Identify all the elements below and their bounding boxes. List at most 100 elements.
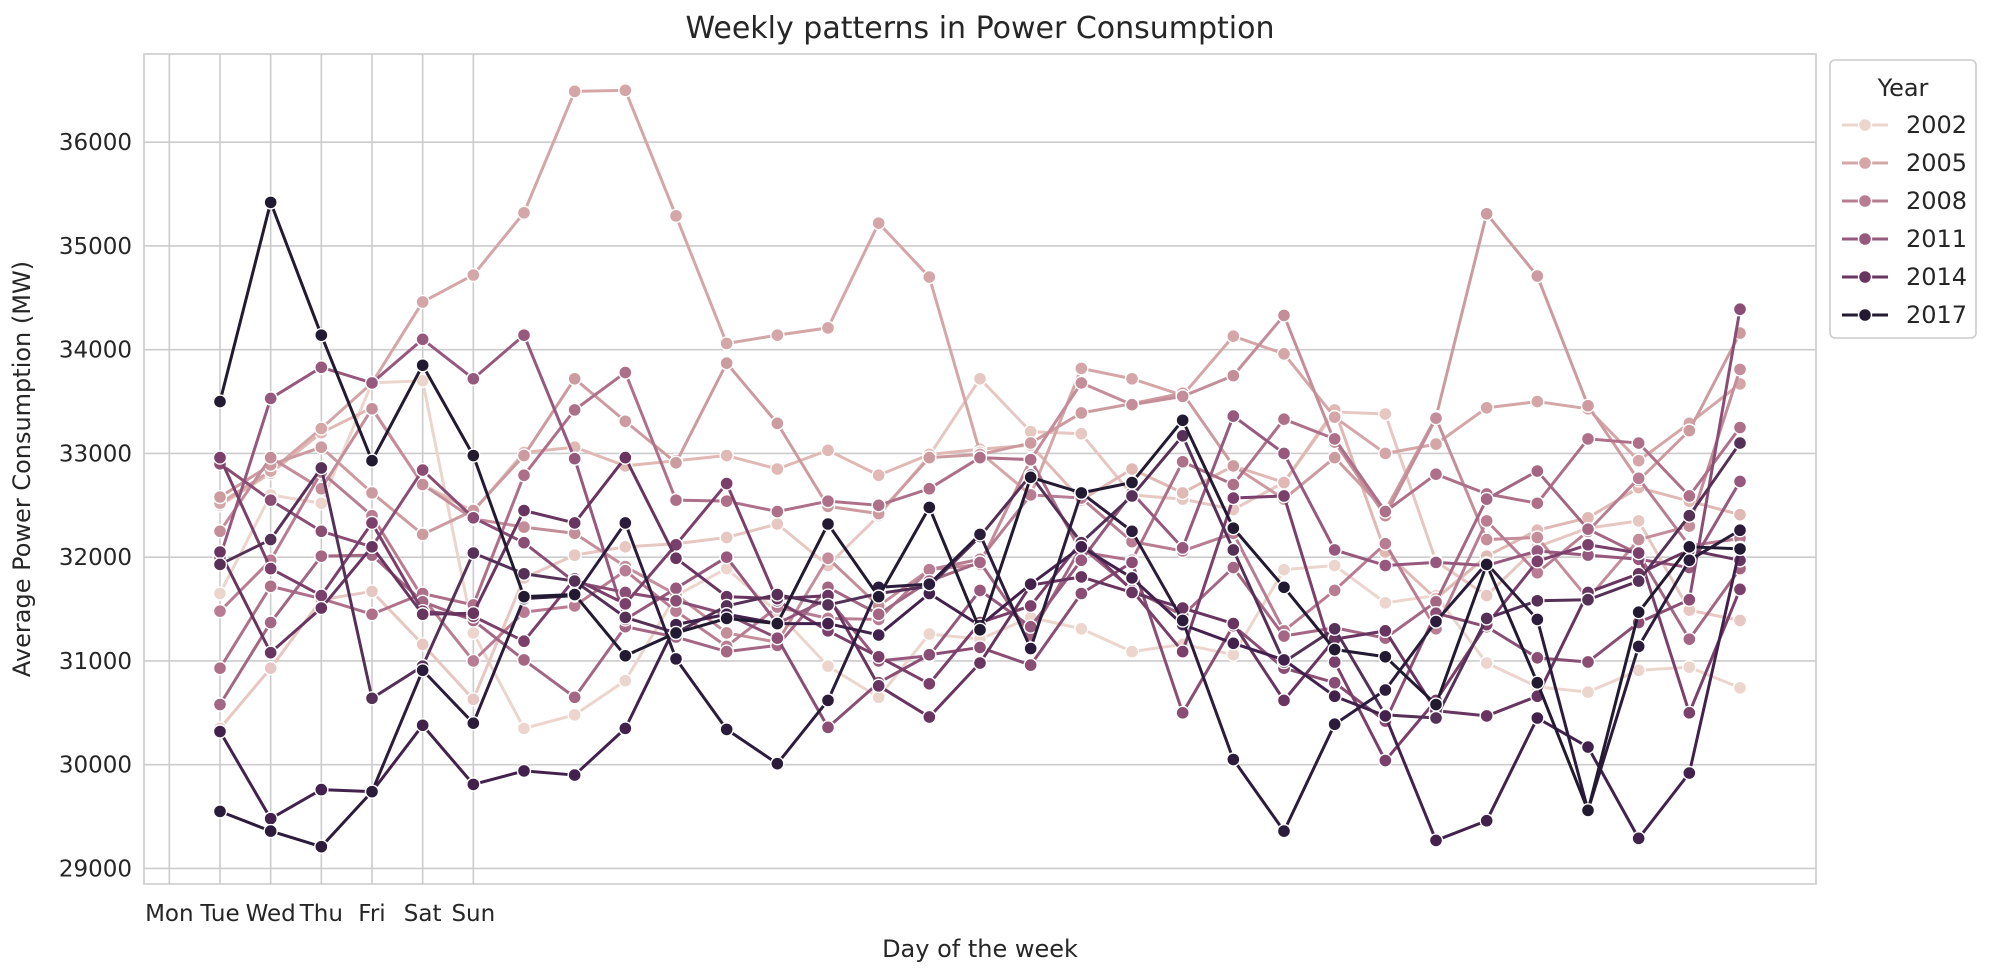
data-point — [820, 720, 836, 735]
data-point — [1530, 612, 1545, 627]
data-point — [314, 548, 329, 564]
data-point — [1226, 636, 1241, 651]
data-point — [719, 549, 734, 565]
data-point — [1327, 675, 1342, 690]
data-point — [1732, 302, 1748, 317]
data-point — [770, 756, 785, 771]
data-point — [212, 450, 228, 465]
data-point — [770, 327, 785, 343]
data-point — [668, 455, 684, 470]
data-point — [922, 481, 937, 496]
data-point — [1175, 389, 1190, 404]
y-tick-labels: 29000 30000 31000 32000 33000 34000 35000 36000 — [59, 130, 132, 882]
series-13 — [212, 428, 1748, 726]
data-point — [466, 448, 481, 463]
data-point — [516, 589, 532, 604]
data-point — [618, 539, 633, 555]
series-3 — [212, 83, 1748, 511]
data-point — [719, 336, 734, 351]
data-point — [1732, 541, 1748, 557]
data-point — [972, 371, 988, 386]
data-point — [1175, 413, 1190, 428]
data-point — [1276, 308, 1292, 323]
data-point — [364, 607, 380, 622]
x-axis-label: Day of the week — [882, 935, 1078, 963]
data-point — [1732, 507, 1748, 522]
data-point — [1226, 542, 1241, 558]
data-point — [1074, 621, 1089, 636]
data-point — [1074, 485, 1089, 501]
data-point — [516, 519, 532, 535]
data-point — [415, 373, 430, 389]
data-point — [719, 611, 734, 626]
data-point — [719, 355, 734, 371]
legend: Year 2002 2005 2008 2011 2014 2017 — [1829, 59, 1977, 339]
data-point — [1732, 362, 1748, 377]
data-point — [1327, 409, 1342, 425]
data-point — [1479, 813, 1494, 828]
data-point — [1631, 532, 1646, 547]
data-point — [1479, 557, 1494, 572]
data-point — [1378, 504, 1393, 519]
data-point — [1074, 553, 1089, 568]
data-point — [1732, 582, 1748, 597]
data-point — [922, 647, 937, 662]
data-point — [719, 476, 734, 491]
data-point — [922, 626, 937, 642]
data-point — [1580, 521, 1596, 537]
data-point — [516, 448, 532, 463]
data-point — [1175, 613, 1190, 628]
data-point — [1175, 644, 1190, 659]
data-point — [263, 661, 278, 676]
data-point — [1124, 461, 1140, 477]
data-point — [1074, 405, 1089, 421]
series-group — [212, 83, 1748, 854]
data-point — [1530, 394, 1545, 409]
data-point — [1175, 705, 1190, 721]
data-point — [1631, 471, 1646, 486]
data-point — [364, 401, 380, 417]
data-point — [1023, 598, 1038, 614]
legend-entry: 2005 — [1842, 149, 1967, 177]
series-12 — [212, 450, 1748, 725]
data-point — [922, 450, 937, 465]
data-point — [364, 515, 380, 531]
data-point — [314, 588, 329, 603]
data-point — [466, 267, 481, 283]
x-tick-labels: Mon Tue Wed Thu Fri Sat Sun — [145, 901, 495, 927]
data-point — [1479, 400, 1494, 415]
data-point — [567, 371, 582, 386]
data-point — [466, 777, 481, 792]
data-point — [1378, 406, 1393, 422]
data-point — [1530, 496, 1545, 511]
data-point — [415, 718, 430, 733]
legend-label: 2017 — [1906, 301, 1967, 329]
data-point — [1631, 831, 1646, 846]
data-point — [364, 485, 380, 501]
data-point — [1732, 680, 1748, 696]
data-point — [1378, 595, 1393, 611]
data-point — [1479, 655, 1494, 671]
data-point — [1378, 446, 1393, 461]
data-point — [1074, 539, 1089, 555]
data-point — [820, 443, 836, 458]
data-point — [415, 358, 430, 373]
data-point — [1276, 652, 1292, 668]
data-point — [1175, 540, 1190, 556]
data-point — [567, 402, 582, 418]
data-point — [567, 587, 582, 602]
data-point — [314, 496, 329, 511]
data-point — [1327, 583, 1342, 598]
data-point — [212, 603, 228, 619]
data-point — [871, 607, 886, 622]
data-point — [1124, 524, 1140, 539]
series-2 — [212, 400, 1748, 606]
data-point — [314, 600, 329, 616]
data-point — [364, 539, 380, 555]
data-point — [618, 515, 633, 531]
data-point — [1378, 682, 1393, 698]
data-point — [1327, 542, 1342, 558]
data-point — [1226, 520, 1241, 536]
data-point — [1276, 446, 1292, 461]
data-point — [972, 622, 988, 638]
